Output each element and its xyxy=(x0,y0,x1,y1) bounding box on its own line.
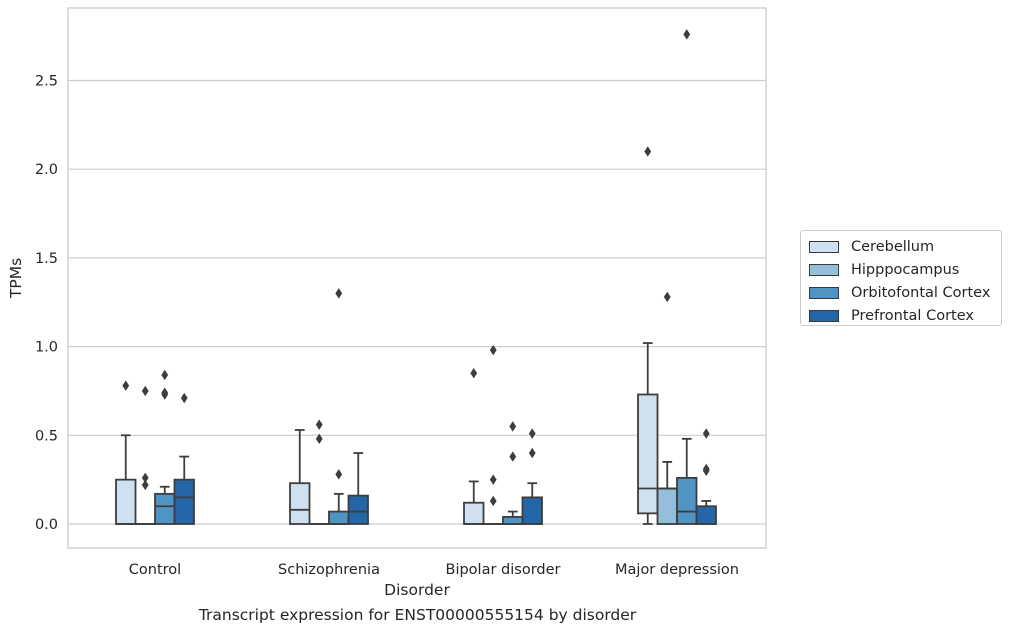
box-body xyxy=(328,510,350,525)
legend-item-cerebellum: Cerebellum xyxy=(809,235,1001,258)
legend-label: Hipppocampus xyxy=(851,261,960,278)
outlier-point xyxy=(663,291,671,303)
legend-label: Orbitofontal Cortex xyxy=(851,284,991,301)
y-tick-label: 2.0 xyxy=(35,162,58,178)
x-tick-label: Schizophrenia xyxy=(278,562,380,578)
x-axis-label: Disorder xyxy=(384,581,450,599)
box-body xyxy=(347,494,369,525)
box-0-2 xyxy=(154,369,176,525)
box-body xyxy=(154,492,176,525)
outlier-point xyxy=(528,428,536,439)
legend-swatch xyxy=(809,309,839,322)
x-tick-label: Bipolar disorder xyxy=(446,562,561,578)
y-tick-labels: 0.0 0.5 1.0 1.5 2.0 2.5 xyxy=(35,74,58,534)
legend-label: Cerebellum xyxy=(851,238,935,255)
box-body xyxy=(637,393,659,515)
box-3-1 xyxy=(656,291,678,525)
legend-item-orbitofrontal-cortex: Orbitofontal Cortex xyxy=(809,281,1001,304)
outlier-point xyxy=(489,474,497,485)
x-tick-label: Control xyxy=(129,562,181,578)
grid-lines xyxy=(68,79,766,525)
box-body xyxy=(656,487,678,525)
box-2-2 xyxy=(502,421,524,525)
y-tick-label: 1.5 xyxy=(35,251,58,267)
box-2-1 xyxy=(482,344,504,525)
outlier-point xyxy=(315,433,323,445)
outlier-point xyxy=(489,495,497,507)
legend-swatch xyxy=(809,240,839,253)
y-tick-label: 0.5 xyxy=(35,428,58,444)
boxes xyxy=(115,29,717,525)
box-3-2 xyxy=(676,29,698,525)
plot-frame xyxy=(67,7,767,549)
chart-caption: Transcript expression for ENST0000055515… xyxy=(198,606,637,624)
box-0-1 xyxy=(134,385,156,525)
box-body xyxy=(676,476,698,525)
box-2-0 xyxy=(463,368,485,525)
outlier-point xyxy=(509,451,517,462)
y-tick-label: 1.0 xyxy=(35,340,58,356)
outlier-point xyxy=(528,447,536,459)
legend: Cerebellum Hipppocampus Orbitofontal Cor… xyxy=(800,230,1002,326)
outlier-point xyxy=(335,288,343,299)
outlier-point xyxy=(335,469,343,480)
legend-swatch xyxy=(809,263,839,276)
outlier-point xyxy=(683,29,691,40)
box-1-3 xyxy=(347,452,369,525)
x-tick-label: Major depression xyxy=(615,562,739,578)
outlier-point xyxy=(644,146,652,157)
outlier-point xyxy=(161,387,169,398)
box-3-3 xyxy=(695,428,717,525)
outlier-point xyxy=(315,419,323,430)
box-0-0 xyxy=(115,380,137,525)
box-1-0 xyxy=(289,429,311,525)
legend-swatch xyxy=(809,286,839,299)
outlier-point xyxy=(122,380,130,391)
box-1-2 xyxy=(328,288,350,525)
outlier-point xyxy=(470,368,478,379)
outlier-point xyxy=(702,463,710,475)
box-body xyxy=(521,496,543,525)
legend-item-prefrontal-cortex: Prefrontal Cortex xyxy=(809,304,1001,327)
outlier-point xyxy=(161,369,169,381)
box-body xyxy=(695,505,717,525)
legend-label: Prefrontal Cortex xyxy=(851,307,974,324)
box-0-3 xyxy=(173,392,195,525)
box-2-3 xyxy=(521,428,543,525)
outlier-point xyxy=(141,479,149,491)
outlier-point xyxy=(180,392,188,404)
box-body xyxy=(115,478,137,525)
outlier-point xyxy=(141,472,149,484)
y-axis-label: TPMs xyxy=(7,258,25,299)
box-3-0 xyxy=(637,146,659,525)
x-tick-labels: Control Schizophrenia Bipolar disorder Majo… xyxy=(129,562,739,578)
y-tick-label: 2.5 xyxy=(35,74,58,90)
outlier-point xyxy=(702,428,710,439)
y-tick-label: 0.0 xyxy=(35,517,58,533)
box-body xyxy=(463,501,485,525)
legend-item-hippocampus: Hipppocampus xyxy=(809,258,1001,281)
box-body xyxy=(289,482,311,525)
outlier-point xyxy=(489,344,497,356)
box-body xyxy=(502,516,524,525)
box-body xyxy=(173,478,195,525)
outlier-point xyxy=(509,421,517,432)
outlier-point xyxy=(141,385,149,397)
